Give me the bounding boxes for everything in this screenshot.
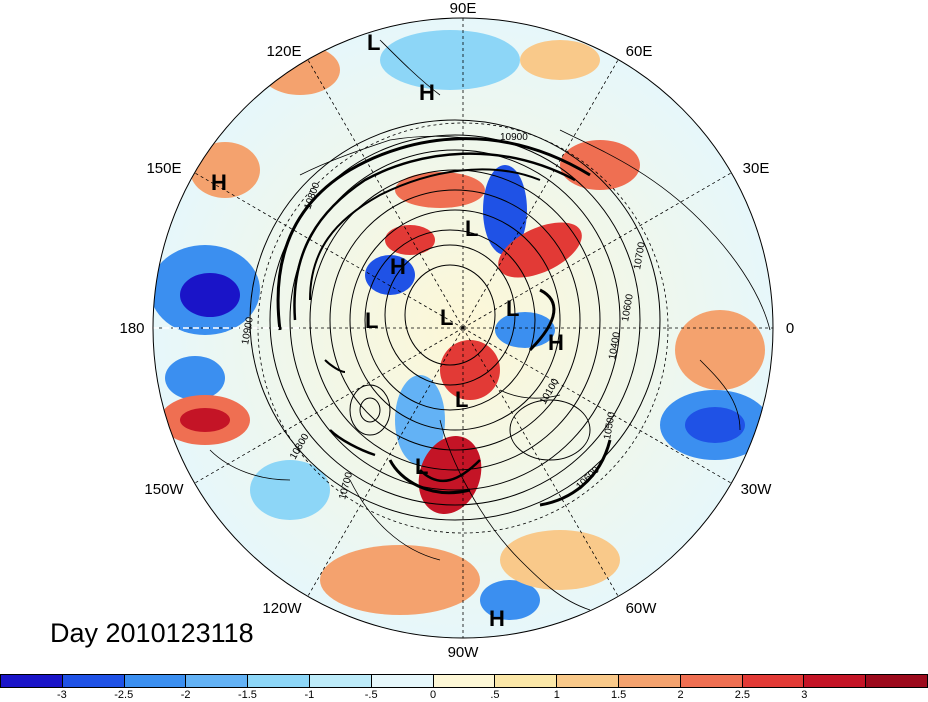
colorbar-tick-label: -2 — [180, 689, 191, 701]
contour-label: 10900 — [500, 132, 528, 143]
longitude-label-150w: 150W — [144, 481, 184, 498]
polar-stereographic-map: 10900 10800 10700 10600 10500 10400 1010… — [119, 0, 794, 661]
pressure-center-high: H — [390, 254, 406, 279]
pressure-center-low: L — [455, 387, 468, 412]
contour-label: 10700 — [632, 241, 648, 271]
colorbar-tick-label: -1 — [304, 689, 315, 701]
map-boundary — [152, 17, 774, 639]
colorbar-tick-label: -3 — [56, 689, 67, 701]
colorbar-tick-label: -2.5 — [114, 689, 134, 701]
contour-label: 10500 — [602, 411, 618, 441]
pressure-center-low: L — [415, 454, 428, 479]
colorbar: -3 -2.5 -2 -1.5 -1 -.5 0 .5 1 1.5 2 2.5 3 — [0, 674, 928, 702]
contour-label: 10600 — [620, 293, 636, 323]
longitude-label-90w: 90W — [448, 644, 480, 661]
colorbar-swatch — [742, 675, 805, 687]
colorbar-swatch — [124, 675, 187, 687]
colorbar-swatch — [248, 675, 310, 687]
colorbar-swatch — [495, 675, 558, 687]
height-contours — [249, 119, 661, 521]
longitude-label-0: 0 — [786, 320, 794, 337]
colorbar-swatch — [557, 675, 619, 687]
colorbar-swatch — [804, 675, 867, 687]
pressure-center-high: H — [489, 606, 505, 631]
colorbar-swatch — [62, 675, 125, 687]
coastlines — [209, 39, 771, 611]
pressure-center-low: L — [506, 296, 519, 321]
longitude-label-120e: 120E — [266, 43, 301, 60]
colorbar-tick-label: 1.5 — [611, 689, 627, 701]
longitude-labels: 90E 60E 30E 0 30W 60W 90W 120W 150W 180 … — [119, 0, 794, 661]
pressure-centers: L H H L H L L L H L L H — [211, 30, 564, 631]
colorbar-tick-label: -1.5 — [237, 689, 257, 701]
colorbar-tick-label: 2 — [677, 689, 684, 701]
longitude-label-120w: 120W — [262, 600, 302, 617]
pressure-center-high: H — [211, 170, 227, 195]
colorbar-swatch — [186, 675, 249, 687]
pressure-center-low: L — [440, 305, 453, 330]
longitude-label-150e: 150E — [146, 160, 181, 177]
pressure-center-low: L — [365, 308, 378, 333]
longitude-label-30e: 30E — [743, 160, 770, 177]
colorbar-swatch — [1, 675, 63, 687]
colorbar-swatch — [618, 675, 681, 687]
longitude-label-90e: 90E — [450, 0, 477, 17]
pressure-center-high: H — [548, 330, 564, 355]
colorbar-tick-label: 0 — [430, 689, 437, 701]
colorbar-swatch — [371, 675, 434, 687]
pressure-center-low: L — [367, 30, 380, 55]
longitude-label-60w: 60W — [626, 600, 658, 617]
longitude-label-60e: 60E — [626, 43, 653, 60]
pressure-center-low: L — [465, 216, 478, 241]
colorbar-tick-label: 1 — [553, 689, 560, 701]
colorbar-swatches — [0, 674, 928, 688]
contour-label: 10400 — [607, 331, 623, 361]
colorbar-tick-label: .5 — [490, 689, 500, 701]
colorbar-tick-label: -.5 — [364, 689, 378, 701]
colorbar-tick-label: 3 — [801, 689, 808, 701]
day-label: Day 2010123118 — [50, 618, 254, 648]
longitude-label-180: 180 — [119, 320, 144, 337]
colorbar-swatch — [309, 675, 372, 687]
colorbar-swatch — [433, 675, 496, 687]
colorbar-tick-label: 2.5 — [734, 689, 751, 701]
contour-label: 10900 — [240, 316, 256, 346]
pressure-center-high: H — [419, 80, 435, 105]
colorbar-swatch — [866, 675, 927, 687]
colorbar-swatch — [680, 675, 743, 687]
longitude-label-30w: 30W — [741, 481, 773, 498]
